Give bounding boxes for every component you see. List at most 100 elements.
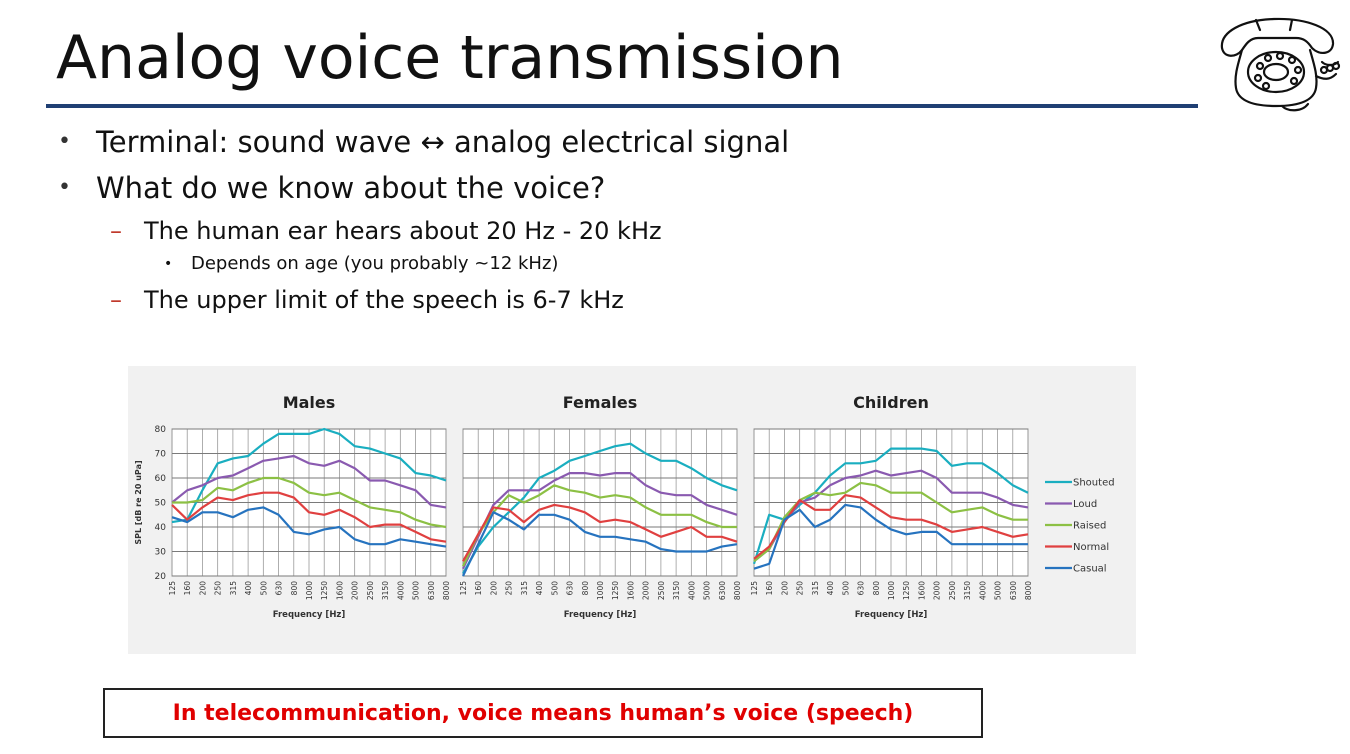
callout-text: In telecommunication, voice means human’… (172, 700, 914, 726)
x-tick-label: 500 (841, 581, 850, 596)
y-tick-label: 70 (155, 450, 167, 460)
x-tick-label: 500 (550, 581, 559, 596)
chart-title: Children (853, 393, 929, 412)
x-tick-label: 5000 (412, 581, 421, 600)
spl-chart-figure: Males 20 30 40 50 60 70 80 SPL [dB re 20 uPa] 125… (128, 366, 1136, 654)
series-line-normal-children (753, 494, 1029, 560)
x-tick-label: 160 (765, 581, 774, 596)
legend-label-normal: Normal (1073, 542, 1109, 553)
x-tick-label: 200 (489, 581, 498, 596)
x-tick-label: 1250 (611, 581, 620, 600)
chart-panel-males: Males 20 30 40 50 60 70 80 SPL [dB re 20 uPa] 125… (134, 393, 451, 620)
x-tick-label: 800 (872, 581, 881, 596)
x-tick-label: 315 (229, 581, 238, 596)
chart-title: Males (283, 393, 336, 412)
y-tick-label: 50 (155, 499, 167, 509)
x-tick-label: 1000 (596, 581, 605, 600)
chart-panel-children: Children 125 160 200 250 315 400 500 630 800 1000 1… (750, 393, 1033, 620)
sub-sub-bullet-text: Depends on age (you probably ~12 kHz) (191, 253, 559, 274)
y-tick-label: 30 (155, 548, 167, 558)
x-tick-label: 630 (275, 581, 284, 596)
rotary-telephone-icon (1220, 17, 1341, 112)
bullet-marker: • (164, 256, 173, 272)
x-tick-label: 8000 (1024, 581, 1033, 600)
x-tick-label: 8000 (733, 581, 742, 600)
bullet-text: What do we know about the voice? (96, 171, 606, 205)
x-tick-label: 315 (520, 581, 529, 596)
spl-charts-svg: Males 20 30 40 50 60 70 80 SPL [dB re 20 uPa] 125… (134, 393, 1115, 620)
x-tick-label: 5000 (994, 581, 1003, 600)
legend-label-casual: Casual (1073, 564, 1107, 575)
x-tick-label: 125 (168, 581, 177, 596)
x-tick-label: 400 (826, 581, 835, 596)
y-tick-label: 80 (155, 425, 167, 435)
dash-marker: – (110, 217, 122, 245)
x-axis-label: Frequency [Hz] (273, 610, 346, 620)
x-tick-label: 1250 (320, 581, 329, 600)
x-tick-label: 6300 (1009, 581, 1018, 600)
x-tick-label: 500 (259, 581, 268, 596)
x-tick-label: 4000 (396, 581, 405, 600)
x-axis-label: Frequency [Hz] (564, 610, 637, 620)
series-line-casual-children (753, 503, 1028, 570)
x-tick-label: 250 (505, 581, 514, 596)
series-line-casual-females (462, 511, 738, 577)
x-tick-label: 400 (244, 581, 253, 596)
x-tick-label: 2500 (366, 581, 375, 600)
x-tick-label: 160 (474, 581, 483, 596)
x-tick-label: 4000 (978, 581, 987, 600)
sub-bullet-text: The human ear hears about 20 Hz - 20 kHz (144, 217, 662, 245)
x-tick-label: 125 (459, 581, 468, 596)
x-tick-label: 1600 (917, 581, 926, 600)
callout-box: In telecommunication, voice means human’… (103, 688, 983, 738)
x-axis-label: Frequency [Hz] (855, 610, 928, 620)
x-tick-label: 2000 (642, 581, 651, 600)
sub-bullet-text: The upper limit of the speech is 6-7 kHz (144, 286, 624, 314)
series-line-loud-children (753, 469, 1029, 563)
series-line-shouted-males (171, 427, 447, 524)
x-tick-label: 1250 (902, 581, 911, 600)
title-underline (46, 104, 1198, 108)
legend-label-loud: Loud (1073, 499, 1097, 510)
series-line-shouted-females (462, 442, 738, 575)
bullet-marker: • (58, 129, 71, 154)
y-tick-label: 40 (155, 523, 167, 533)
legend-label-shouted: Shouted (1073, 478, 1115, 489)
dash-marker: – (110, 286, 122, 314)
x-tick-label: 800 (581, 581, 590, 596)
chart-legend: Shouted Loud Raised Normal Casual (1045, 478, 1115, 575)
series-line-casual-males (171, 506, 447, 548)
x-tick-label: 1000 (887, 581, 896, 600)
chart-title: Females (563, 393, 637, 412)
series-line-shouted-children (752, 447, 1029, 565)
x-tick-label: 630 (857, 581, 866, 596)
x-tick-label: 2500 (948, 581, 957, 600)
x-tick-label: 3150 (963, 581, 972, 600)
y-tick-label: 20 (155, 572, 167, 582)
series-line-normal-males (171, 491, 447, 543)
x-tick-label: 1600 (335, 581, 344, 600)
x-tick-label: 3150 (381, 581, 390, 600)
x-tick-label: 200 (198, 581, 207, 596)
x-tick-label: 800 (290, 581, 299, 596)
x-tick-label: 200 (780, 581, 789, 596)
chart-panel-females: Females 125 160 200 250 315 400 500 630 800 1000 12… (459, 393, 742, 620)
x-tick-label: 5000 (703, 581, 712, 600)
x-tick-label: 1600 (626, 581, 635, 600)
x-tick-label: 125 (750, 581, 759, 596)
bullet-text: Terminal: sound wave ↔ analog electrical… (96, 125, 790, 159)
x-tick-label: 6300 (718, 581, 727, 600)
x-tick-label: 3150 (672, 581, 681, 600)
x-tick-label: 315 (811, 581, 820, 596)
bullet-marker: • (58, 175, 71, 200)
x-tick-label: 8000 (442, 581, 451, 600)
legend-label-raised: Raised (1073, 521, 1106, 532)
series-line-loud-females (462, 471, 738, 570)
y-tick-label: 60 (155, 474, 167, 484)
x-tick-label: 400 (535, 581, 544, 596)
x-tick-label: 2500 (657, 581, 666, 600)
series-line-raised-females (462, 484, 737, 567)
x-tick-label: 2000 (351, 581, 360, 600)
x-tick-label: 2000 (933, 581, 942, 600)
series-line-raised-males (172, 476, 447, 529)
